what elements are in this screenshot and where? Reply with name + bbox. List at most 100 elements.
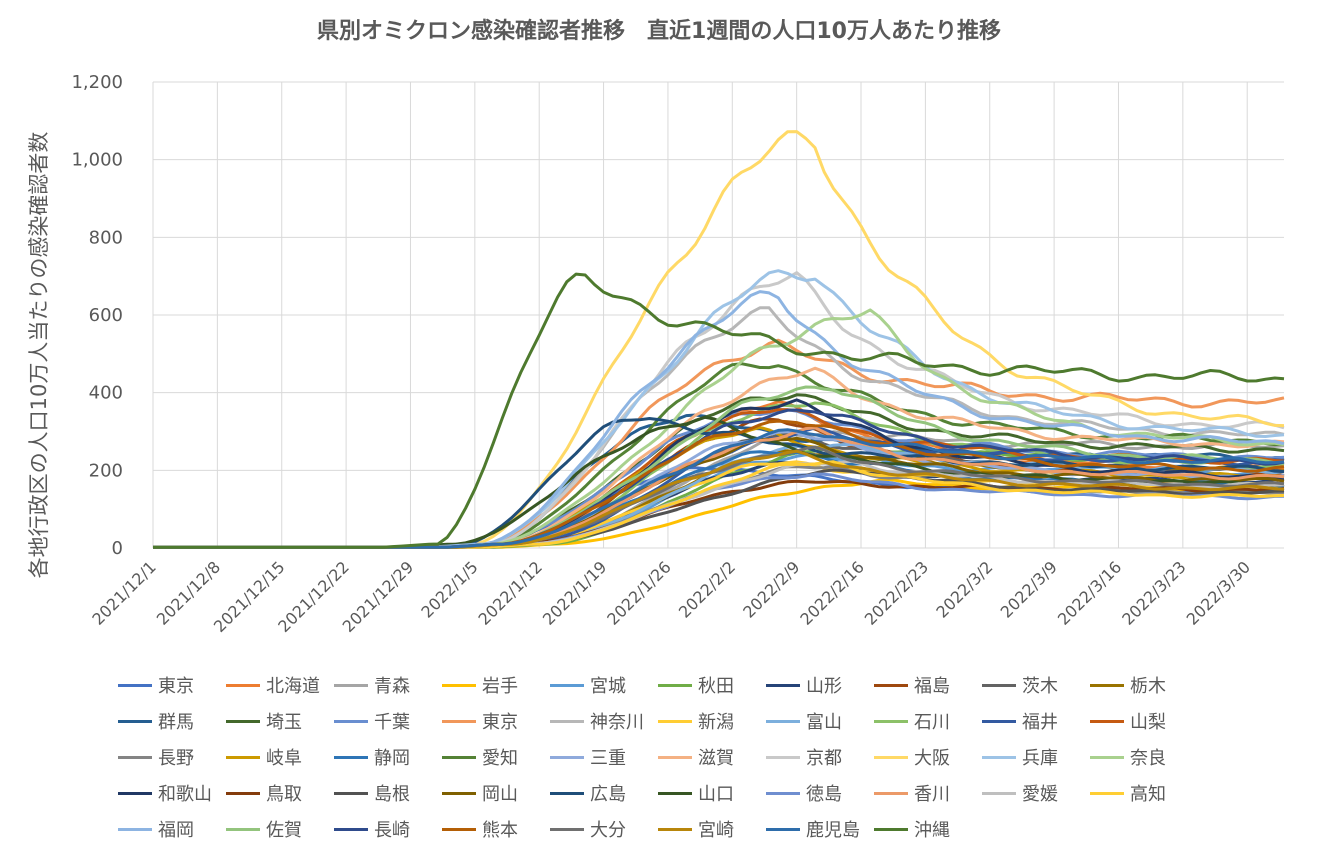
legend-swatch [1090, 791, 1124, 795]
legend-item: 千葉 [334, 704, 410, 738]
legend-item: 埼玉 [226, 704, 302, 738]
x-tick-label: 2022/1/26 [603, 557, 674, 628]
legend-label: 広島 [590, 784, 626, 805]
y-tick-label: 1,000 [71, 150, 123, 171]
x-tick-label: 2022/2/23 [861, 557, 932, 628]
legend-label: 奈良 [1130, 748, 1166, 769]
legend-item: 北海道 [226, 668, 320, 702]
legend-item: 鳥取 [226, 776, 302, 810]
legend-item: 滋賀 [658, 740, 734, 774]
legend-label: 山口 [698, 784, 734, 805]
legend-label: 愛媛 [1022, 784, 1058, 805]
legend-label: 高知 [1130, 784, 1166, 805]
legend-swatch [118, 827, 152, 831]
legend-item: 群馬 [118, 704, 194, 738]
legend-label: 香川 [914, 784, 950, 805]
legend-label: 山形 [806, 676, 842, 697]
legend-item: 愛知 [442, 740, 518, 774]
legend-item: 栃木 [1090, 668, 1166, 702]
legend-label: 東京 [482, 712, 518, 733]
legend-swatch [658, 827, 692, 831]
legend-swatch [874, 719, 908, 723]
legend-item: 和歌山 [118, 776, 212, 810]
legend-item: 山口 [658, 776, 734, 810]
legend-label: 鳥取 [266, 784, 302, 805]
legend-label: 沖縄 [914, 820, 950, 841]
legend-label: 福島 [914, 676, 950, 697]
legend-item: 山形 [766, 668, 842, 702]
legend-label: 富山 [806, 712, 842, 733]
legend-swatch [658, 719, 692, 723]
legend-swatch [766, 683, 800, 687]
legend-swatch [550, 827, 584, 831]
legend-label: 山梨 [1130, 712, 1166, 733]
x-tick-label: 2022/3/9 [997, 557, 1061, 621]
legend-label: 熊本 [482, 820, 518, 841]
legend-swatch [226, 827, 260, 831]
legend-label: 岩手 [482, 676, 518, 697]
legend-swatch [442, 755, 476, 759]
legend-swatch [982, 683, 1016, 687]
legend-label: 兵庫 [1022, 748, 1058, 769]
legend-label: 岡山 [482, 784, 518, 805]
y-tick-label: 200 [89, 460, 123, 481]
legend-label: 滋賀 [698, 748, 734, 769]
legend-swatch [226, 719, 260, 723]
series-line [153, 272, 1285, 549]
legend-swatch [658, 791, 692, 795]
y-axis-ticks: 0 200 400 600 800 1,000 1,200 [71, 72, 123, 559]
legend-item: 京都 [766, 740, 842, 774]
legend-item: 石川 [874, 704, 950, 738]
legend-label: 京都 [806, 748, 842, 769]
legend-label: 三重 [590, 748, 626, 769]
legend-label: 栃木 [1130, 676, 1166, 697]
legend-item: 三重 [550, 740, 626, 774]
legend-swatch [226, 791, 260, 795]
legend-item: 愛媛 [982, 776, 1058, 810]
legend-item: 山梨 [1090, 704, 1166, 738]
legend-swatch [118, 719, 152, 723]
legend-label: 北海道 [266, 676, 320, 697]
legend-swatch [550, 683, 584, 687]
legend-swatch [874, 755, 908, 759]
legend-item: 茨木 [982, 668, 1058, 702]
x-tick-label: 2022/1/19 [539, 557, 610, 628]
legend-swatch [226, 683, 260, 687]
legend-label: 佐賀 [266, 820, 302, 841]
y-axis-label: 各地行政区の人口10万人当たりの感染確認者数 [27, 132, 51, 579]
legend-label: 福井 [1022, 712, 1058, 733]
legend-label: 千葉 [374, 712, 410, 733]
legend-swatch [766, 719, 800, 723]
legend-swatch [982, 791, 1016, 795]
legend-swatch [334, 719, 368, 723]
legend-item: 岩手 [442, 668, 518, 702]
legend-label: 和歌山 [158, 784, 212, 805]
legend-item: 秋田 [658, 668, 734, 702]
legend-swatch [766, 827, 800, 831]
legend-item: 長崎 [334, 812, 410, 846]
legend-swatch [658, 683, 692, 687]
legend-label: 秋田 [698, 676, 734, 697]
x-tick-label: 2022/3/30 [1183, 557, 1254, 628]
legend-label: 新潟 [698, 712, 734, 733]
legend-swatch [442, 719, 476, 723]
legend-label: 岐阜 [266, 748, 302, 769]
legend-item: 沖縄 [874, 812, 950, 846]
legend-swatch [226, 755, 260, 759]
legend-label: 福岡 [158, 820, 194, 841]
legend-item: 大阪 [874, 740, 950, 774]
legend-item: 東京 [442, 704, 518, 738]
legend-item: 宮崎 [658, 812, 734, 846]
legend-swatch [334, 827, 368, 831]
legend-item: 熊本 [442, 812, 518, 846]
legend-item: 富山 [766, 704, 842, 738]
legend-item: 宮城 [550, 668, 626, 702]
legend-item: 広島 [550, 776, 626, 810]
legend-swatch [1090, 719, 1124, 723]
y-tick-label: 600 [89, 305, 123, 326]
x-tick-label: 2022/2/9 [739, 557, 803, 621]
y-tick-label: 1,200 [71, 72, 123, 93]
legend-item: 福島 [874, 668, 950, 702]
y-tick-label: 800 [89, 227, 123, 248]
